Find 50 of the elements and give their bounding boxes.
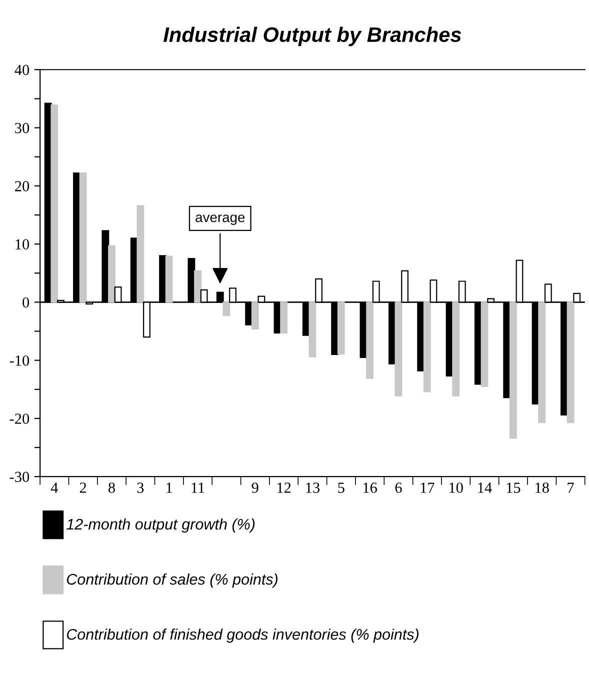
y-tick-label: 30	[15, 122, 30, 134]
x-tick-label: 17	[420, 482, 434, 493]
chart-title: Industrial Output by Branches	[164, 26, 462, 46]
bar	[50, 104, 58, 303]
x-tick-label: 8	[108, 482, 115, 493]
bar	[280, 302, 288, 334]
x-tick-label: 1	[166, 482, 172, 493]
x-tick-label: 12	[277, 482, 291, 493]
bar	[308, 302, 316, 358]
bar	[366, 302, 374, 379]
x-tick-label: 2	[80, 482, 86, 493]
bar	[136, 205, 144, 303]
bar	[108, 245, 116, 303]
x-tick-label: 11	[192, 482, 204, 493]
y-tick-label: -30	[10, 472, 30, 482]
y-tick-label: 40	[14, 64, 30, 76]
bar	[165, 256, 173, 303]
legend-label: Contribution of finished goods inventories (% points)	[66, 628, 418, 643]
x-tick-label: 3	[137, 482, 144, 493]
bar	[480, 302, 488, 388]
bar	[394, 302, 402, 396]
x-tick-label: 7	[568, 482, 574, 493]
x-tick-label: 14	[478, 482, 492, 493]
x-tick-label: 16	[364, 482, 377, 493]
bar	[79, 172, 87, 303]
x-tick-label: 15	[506, 482, 520, 493]
y-tick-label: -10	[10, 355, 30, 366]
x-tick-label: 10	[450, 482, 463, 493]
bar	[509, 302, 517, 439]
bar	[251, 302, 259, 330]
bar	[337, 302, 345, 354]
legend-label: Contribution of sales (% points)	[66, 573, 278, 588]
x-tick-label: 5	[338, 482, 344, 493]
y-tick-label: 0	[22, 297, 30, 308]
x-tick-label: 18	[536, 482, 549, 493]
x-tick-label: 13	[306, 482, 320, 493]
annotation: average	[196, 214, 245, 225]
y-tick-label: 20	[15, 181, 30, 192]
bar	[452, 302, 460, 396]
bar	[566, 302, 574, 424]
bar	[222, 302, 230, 316]
x-tick-label: 6	[395, 482, 402, 493]
bar	[538, 302, 546, 424]
x-tick-label: 4	[50, 482, 58, 493]
bar	[423, 302, 431, 392]
bar	[194, 270, 202, 303]
y-tick-label: 10	[16, 239, 30, 250]
y-tick-label: -20	[10, 414, 30, 424]
x-tick-label: 9	[252, 482, 258, 493]
legend-label: 12-month output growth (%)	[66, 518, 255, 533]
